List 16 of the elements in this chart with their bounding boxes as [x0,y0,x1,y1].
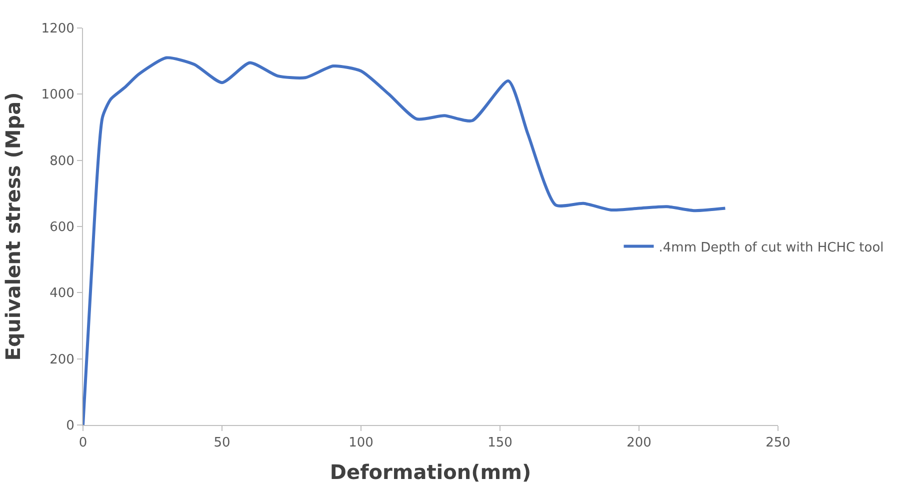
y-tick-label: 400 [50,286,74,302]
legend-label: .4mm Depth of cut with HCHC tool [658,240,884,256]
y-tick-label: 200 [50,352,74,368]
x-tick-label: 100 [348,436,374,451]
y-tick-label: 1000 [41,88,74,103]
y-axis-title: Equivalent stress (Mpa) [0,92,25,361]
x-tick-label: 50 [214,436,230,451]
x-axis-title: Deformation(mm) [330,460,532,484]
y-tick-label: 800 [50,154,74,169]
x-tick-label: 0 [78,436,88,451]
x-tick-label: 150 [488,436,512,451]
y-tick-label: 1200 [41,22,74,37]
y-tick-label: 600 [50,220,74,236]
x-tick-label: 200 [626,436,652,451]
y-tick-label: 0 [66,418,74,434]
x-tick-label: 250 [766,436,790,451]
